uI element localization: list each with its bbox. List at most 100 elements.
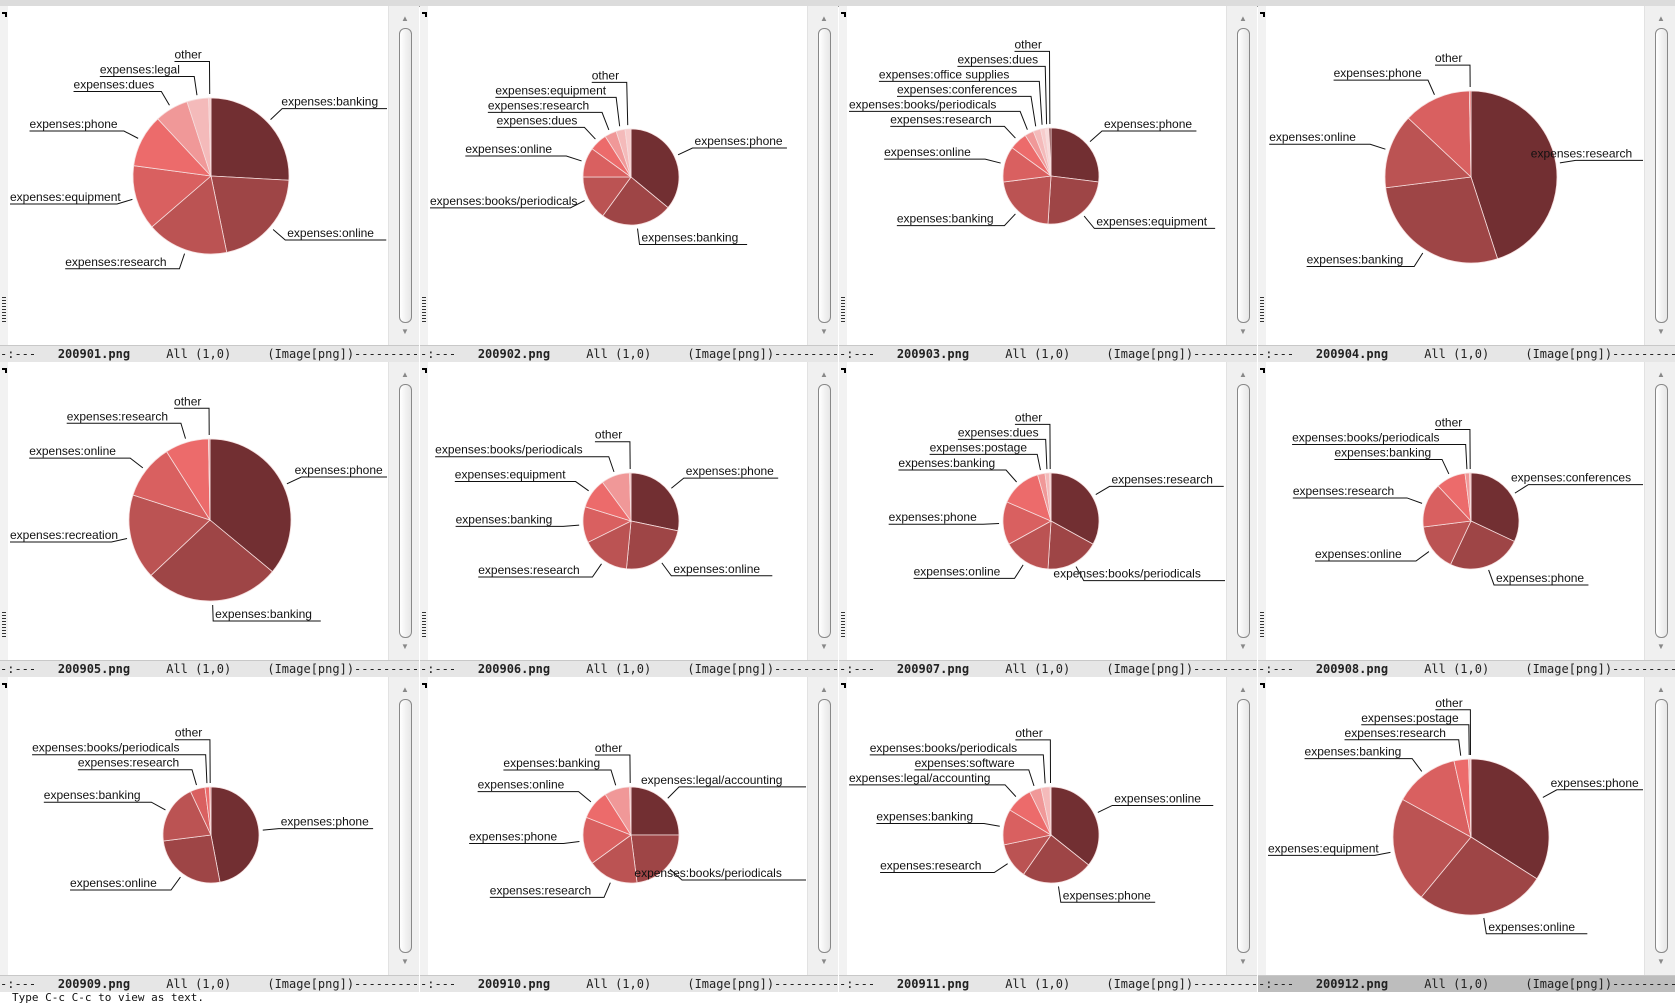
scroll-down-arrow-icon[interactable]: ▼ bbox=[401, 957, 409, 966]
image-window-200911[interactable]: expenses:online expenses:phone expenses:re… bbox=[839, 677, 1257, 992]
scrollbar[interactable]: ▲ ▼ bbox=[1644, 6, 1675, 345]
modeline-mode[interactable]: (Image[png]) bbox=[687, 662, 775, 676]
scrollbar[interactable]: ▲ ▼ bbox=[388, 677, 419, 975]
scroll-down-arrow-icon[interactable]: ▼ bbox=[401, 327, 409, 336]
modeline-mode[interactable]: (Image[png]) bbox=[687, 977, 775, 991]
image-window-200905[interactable]: expenses:phone expenses:banking expenses:r… bbox=[0, 362, 419, 677]
scrollbar[interactable]: ▲ ▼ bbox=[1226, 677, 1257, 975]
image-window-200907[interactable]: expenses:research expenses:books/periodic… bbox=[839, 362, 1257, 677]
modeline-mode[interactable]: (Image[png]) bbox=[267, 977, 355, 991]
scrollbar-trough[interactable]: ▲ ▼ bbox=[1654, 14, 1668, 337]
image-window-200901[interactable]: expenses:banking expenses:online expenses:… bbox=[0, 6, 419, 362]
modeline-buffer-name[interactable]: 200910.png bbox=[477, 977, 551, 991]
mode-line[interactable]: -:--- 200902.png All (1,0) (Image[png])-… bbox=[420, 345, 838, 362]
modeline-buffer-name[interactable]: 200904.png bbox=[1315, 347, 1389, 361]
modeline-mode[interactable]: (Image[png]) bbox=[1106, 977, 1194, 991]
scrollbar-thumb[interactable] bbox=[818, 28, 831, 323]
scrollbar-trough[interactable]: ▲ ▼ bbox=[1654, 370, 1668, 652]
modeline-buffer-name[interactable]: 200902.png bbox=[477, 347, 551, 361]
modeline-mode[interactable]: (Image[png]) bbox=[1106, 662, 1194, 676]
scroll-up-arrow-icon[interactable]: ▲ bbox=[820, 14, 828, 23]
modeline-buffer-name[interactable]: 200908.png bbox=[1315, 662, 1389, 676]
mode-line[interactable]: -:--- 200912.png All (1,0) (Image[png])-… bbox=[1258, 975, 1675, 992]
scroll-down-arrow-icon[interactable]: ▼ bbox=[1239, 957, 1247, 966]
modeline-mode[interactable]: (Image[png]) bbox=[1525, 347, 1613, 361]
scrollbar-trough[interactable]: ▲ ▼ bbox=[817, 685, 831, 967]
mode-line[interactable]: -:--- 200905.png All (1,0) (Image[png])-… bbox=[0, 660, 419, 677]
scrollbar-thumb[interactable] bbox=[818, 699, 831, 953]
mode-line[interactable]: -:--- 200904.png All (1,0) (Image[png])-… bbox=[1258, 345, 1675, 362]
scroll-up-arrow-icon[interactable]: ▲ bbox=[1239, 370, 1247, 379]
scroll-down-arrow-icon[interactable]: ▼ bbox=[1239, 327, 1247, 336]
scrollbar-thumb[interactable] bbox=[1237, 28, 1250, 323]
scrollbar[interactable]: ▲ ▼ bbox=[807, 6, 838, 345]
scrollbar[interactable]: ▲ ▼ bbox=[1226, 362, 1257, 660]
scroll-up-arrow-icon[interactable]: ▲ bbox=[1657, 370, 1665, 379]
scrollbar[interactable]: ▲ ▼ bbox=[1644, 677, 1675, 975]
image-window-200908[interactable]: expenses:conferences expenses:phone expens… bbox=[1258, 362, 1675, 677]
scrollbar-trough[interactable]: ▲ ▼ bbox=[817, 370, 831, 652]
image-window-200910[interactable]: expenses:legal/accounting expenses:books/… bbox=[420, 677, 838, 992]
scroll-down-arrow-icon[interactable]: ▼ bbox=[1657, 957, 1665, 966]
image-window-200903[interactable]: expenses:phone expenses:equipment expenses… bbox=[839, 6, 1257, 362]
scrollbar-thumb[interactable] bbox=[1655, 384, 1668, 638]
mode-line[interactable]: -:--- 200906.png All (1,0) (Image[png])-… bbox=[420, 660, 838, 677]
mode-line[interactable]: -:--- 200909.png All (1,0) (Image[png])-… bbox=[0, 975, 419, 992]
modeline-mode[interactable]: (Image[png]) bbox=[267, 347, 355, 361]
scrollbar-trough[interactable]: ▲ ▼ bbox=[1654, 685, 1668, 967]
scrollbar[interactable]: ▲ ▼ bbox=[807, 677, 838, 975]
scroll-up-arrow-icon[interactable]: ▲ bbox=[401, 14, 409, 23]
scrollbar[interactable]: ▲ ▼ bbox=[1226, 6, 1257, 345]
scrollbar[interactable]: ▲ ▼ bbox=[1644, 362, 1675, 660]
scrollbar-trough[interactable]: ▲ ▼ bbox=[398, 14, 412, 337]
scrollbar-thumb[interactable] bbox=[1655, 699, 1668, 953]
modeline-buffer-name[interactable]: 200906.png bbox=[477, 662, 551, 676]
mode-line[interactable]: -:--- 200908.png All (1,0) (Image[png])-… bbox=[1258, 660, 1675, 677]
scrollbar-trough[interactable]: ▲ ▼ bbox=[817, 14, 831, 337]
scrollbar-trough[interactable]: ▲ ▼ bbox=[398, 685, 412, 967]
modeline-buffer-name[interactable]: 200911.png bbox=[896, 977, 970, 991]
scrollbar-thumb[interactable] bbox=[399, 28, 412, 323]
modeline-mode[interactable]: (Image[png]) bbox=[1106, 347, 1194, 361]
modeline-mode[interactable]: (Image[png]) bbox=[1525, 977, 1613, 991]
scroll-down-arrow-icon[interactable]: ▼ bbox=[1239, 642, 1247, 651]
scrollbar-thumb[interactable] bbox=[399, 699, 412, 953]
modeline-mode[interactable]: (Image[png]) bbox=[267, 662, 355, 676]
image-window-200906[interactable]: expenses:phone expenses:online expenses:re… bbox=[420, 362, 838, 677]
image-window-200909[interactable]: expenses:phone expenses:online expenses:ba… bbox=[0, 677, 419, 992]
scroll-down-arrow-icon[interactable]: ▼ bbox=[820, 327, 828, 336]
modeline-buffer-name[interactable]: 200912.png bbox=[1315, 977, 1389, 991]
image-window-200902[interactable]: expenses:phone expenses:banking expenses:b… bbox=[420, 6, 838, 362]
scroll-up-arrow-icon[interactable]: ▲ bbox=[820, 685, 828, 694]
scroll-up-arrow-icon[interactable]: ▲ bbox=[1239, 685, 1247, 694]
scroll-up-arrow-icon[interactable]: ▲ bbox=[401, 685, 409, 694]
scrollbar-trough[interactable]: ▲ ▼ bbox=[1236, 685, 1250, 967]
scrollbar[interactable]: ▲ ▼ bbox=[807, 362, 838, 660]
mode-line[interactable]: -:--- 200910.png All (1,0) (Image[png])-… bbox=[420, 975, 838, 992]
scrollbar-trough[interactable]: ▲ ▼ bbox=[1236, 14, 1250, 337]
scrollbar-thumb[interactable] bbox=[818, 384, 831, 638]
modeline-buffer-name[interactable]: 200905.png bbox=[57, 662, 131, 676]
scroll-down-arrow-icon[interactable]: ▼ bbox=[1657, 642, 1665, 651]
scroll-down-arrow-icon[interactable]: ▼ bbox=[820, 642, 828, 651]
modeline-buffer-name[interactable]: 200907.png bbox=[896, 662, 970, 676]
scrollbar-thumb[interactable] bbox=[1655, 28, 1668, 323]
modeline-buffer-name[interactable]: 200909.png bbox=[57, 977, 131, 991]
modeline-mode[interactable]: (Image[png]) bbox=[1525, 662, 1613, 676]
modeline-mode[interactable]: (Image[png]) bbox=[687, 347, 775, 361]
mode-line[interactable]: -:--- 200907.png All (1,0) (Image[png])-… bbox=[839, 660, 1257, 677]
scroll-up-arrow-icon[interactable]: ▲ bbox=[820, 370, 828, 379]
scroll-down-arrow-icon[interactable]: ▼ bbox=[401, 642, 409, 651]
scrollbar-thumb[interactable] bbox=[1237, 699, 1250, 953]
image-window-200904[interactable]: expenses:research expenses:banking expense… bbox=[1258, 6, 1675, 362]
mode-line[interactable]: -:--- 200901.png All (1,0) (Image[png])-… bbox=[0, 345, 419, 362]
image-window-200912[interactable]: expenses:phone expenses:online expenses:eq… bbox=[1258, 677, 1675, 992]
scrollbar-thumb[interactable] bbox=[1237, 384, 1250, 638]
scrollbar[interactable]: ▲ ▼ bbox=[388, 6, 419, 345]
scroll-down-arrow-icon[interactable]: ▼ bbox=[1657, 327, 1665, 336]
scroll-up-arrow-icon[interactable]: ▲ bbox=[1239, 14, 1247, 23]
scrollbar-trough[interactable]: ▲ ▼ bbox=[398, 370, 412, 652]
scrollbar-thumb[interactable] bbox=[399, 384, 412, 638]
mode-line[interactable]: -:--- 200911.png All (1,0) (Image[png])-… bbox=[839, 975, 1257, 992]
scroll-down-arrow-icon[interactable]: ▼ bbox=[820, 957, 828, 966]
